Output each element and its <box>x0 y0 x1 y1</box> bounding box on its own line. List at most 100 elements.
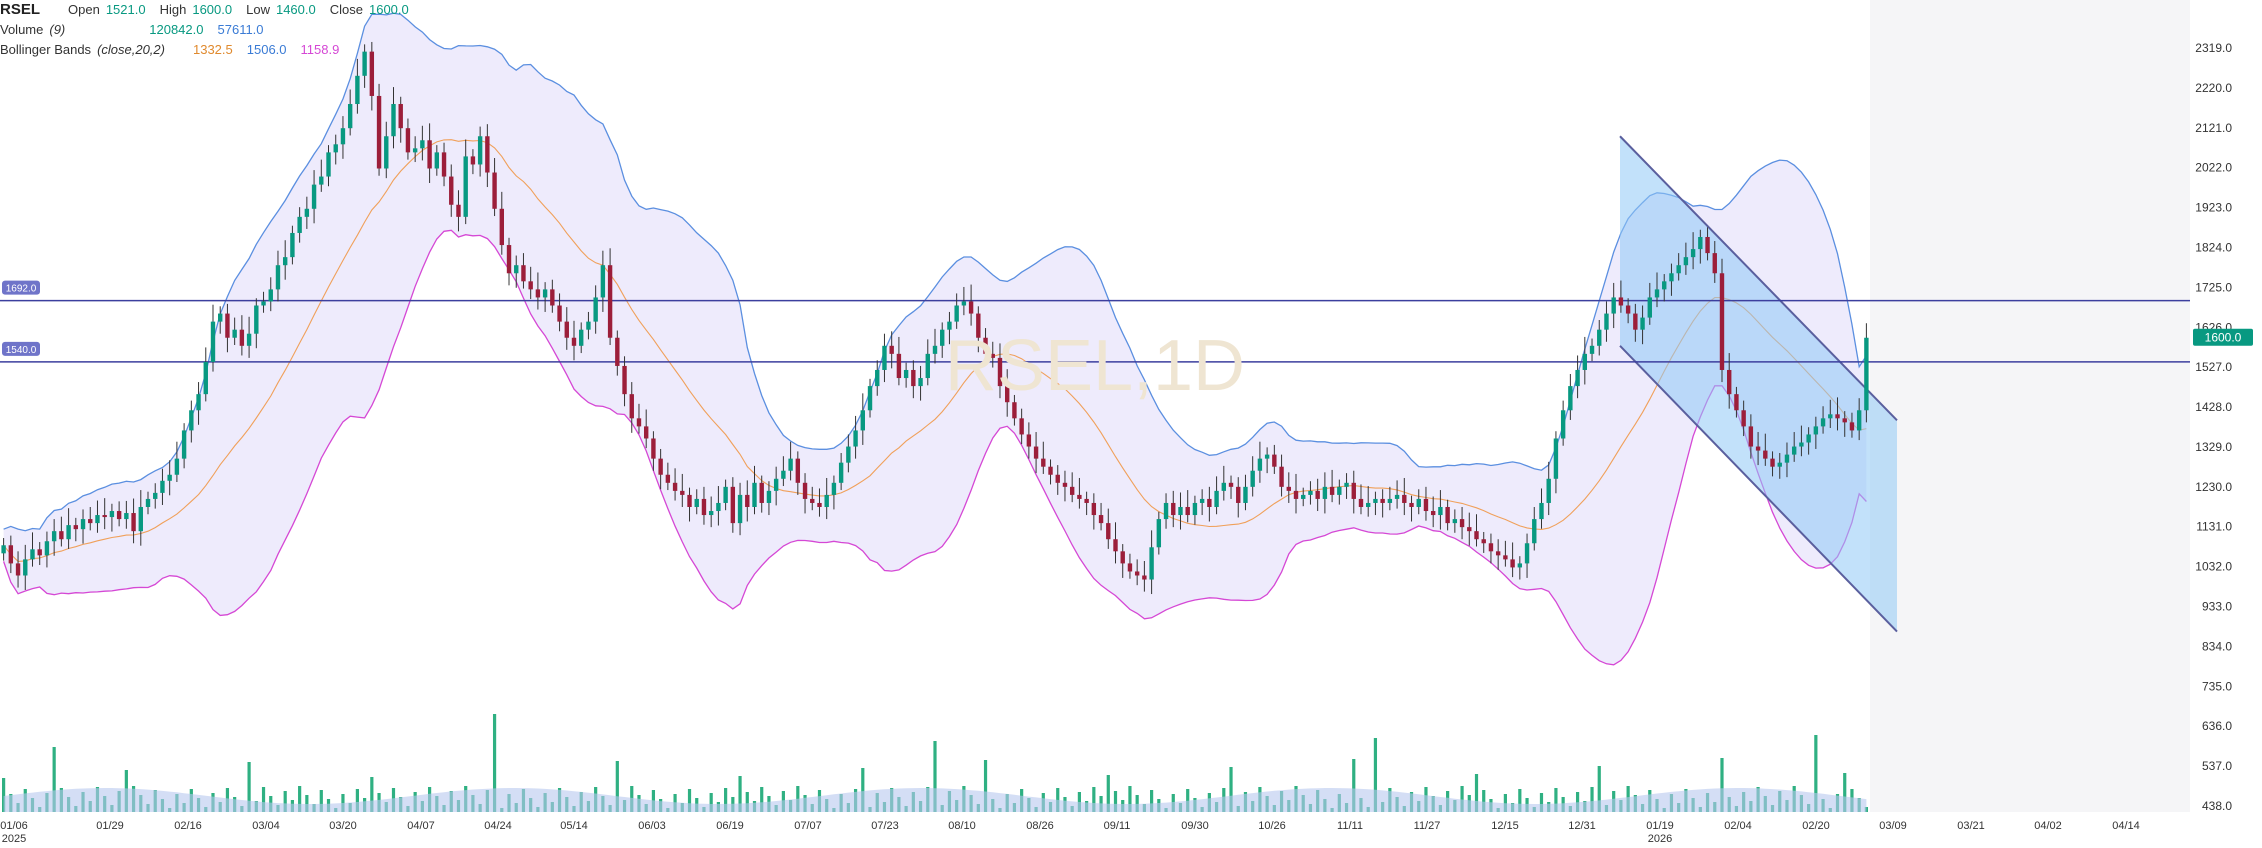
candle-body[interactable] <box>521 265 526 282</box>
candle-body[interactable] <box>1091 502 1097 516</box>
candle-body[interactable] <box>1763 450 1768 459</box>
candle-body[interactable] <box>1113 539 1118 552</box>
candle-body[interactable] <box>153 492 158 499</box>
candle-body[interactable] <box>1568 386 1573 411</box>
candle-body[interactable] <box>1 545 6 554</box>
channel-lower-line[interactable] <box>1619 345 1898 633</box>
candle-body[interactable] <box>1430 511 1436 516</box>
channel-upper-line[interactable] <box>1619 135 1898 422</box>
candle-body[interactable] <box>1308 490 1313 495</box>
candle-body[interactable] <box>449 176 454 205</box>
candle-body[interactable] <box>1337 486 1342 495</box>
candle-body[interactable] <box>1683 257 1689 266</box>
candle-body[interactable] <box>1445 506 1450 524</box>
candle-body[interactable] <box>1366 502 1371 507</box>
candle-body[interactable] <box>831 482 837 495</box>
candle-body[interactable] <box>1286 486 1291 491</box>
candle-body[interactable] <box>1828 414 1833 419</box>
candle-body[interactable] <box>983 337 988 354</box>
candle-body[interactable] <box>391 104 396 137</box>
candle-body[interactable] <box>506 245 512 274</box>
candle-body[interactable] <box>37 549 42 556</box>
candle-body[interactable] <box>30 549 35 560</box>
candle-body[interactable] <box>976 313 981 338</box>
candle-body[interactable] <box>420 140 425 149</box>
candle-body[interactable] <box>1142 575 1147 580</box>
candle-body[interactable] <box>1676 265 1681 274</box>
candle-body[interactable] <box>1835 414 1840 419</box>
candle-body[interactable] <box>210 321 216 362</box>
candle-body[interactable] <box>463 156 468 217</box>
candle-body[interactable] <box>1409 502 1414 507</box>
candle-body[interactable] <box>477 136 483 165</box>
candle-body[interactable] <box>1380 498 1385 503</box>
candle-body[interactable] <box>1791 446 1797 455</box>
candle-body[interactable] <box>1625 305 1631 314</box>
candle-body[interactable] <box>1597 329 1602 346</box>
candle-body[interactable] <box>1438 506 1443 516</box>
candle-body[interactable] <box>1654 289 1660 298</box>
candle-body[interactable] <box>1741 410 1746 427</box>
candle-body[interactable] <box>1134 571 1140 576</box>
candle-body[interactable] <box>398 104 403 129</box>
candle-body[interactable] <box>1510 559 1515 568</box>
candle-body[interactable] <box>232 329 237 338</box>
candle-body[interactable] <box>557 305 562 322</box>
candle-body[interactable] <box>932 345 938 354</box>
candle-body[interactable] <box>499 208 504 246</box>
candle-body[interactable] <box>1481 539 1486 544</box>
candle-body[interactable] <box>1727 369 1732 395</box>
candle-body[interactable] <box>174 458 180 475</box>
candle-body[interactable] <box>564 321 569 338</box>
candle-body[interactable] <box>95 515 100 524</box>
candle-body[interactable] <box>1106 523 1111 540</box>
candle-body[interactable] <box>781 470 786 479</box>
candle-body[interactable] <box>1488 543 1494 552</box>
candle-body[interactable] <box>997 357 1003 387</box>
candle-body[interactable] <box>1005 386 1010 403</box>
candle-body[interactable] <box>708 511 714 516</box>
candle-body[interactable] <box>643 426 649 439</box>
candle-body[interactable] <box>181 430 187 459</box>
candle-body[interactable] <box>282 257 288 266</box>
candle-body[interactable] <box>138 506 143 532</box>
candle-body[interactable] <box>1770 458 1775 467</box>
candle-body[interactable] <box>160 480 165 493</box>
candle-body[interactable] <box>615 337 620 366</box>
candle-body[interactable] <box>1640 317 1645 330</box>
candle-body[interactable] <box>1474 531 1479 540</box>
candle-body[interactable] <box>607 265 613 338</box>
candle-body[interactable] <box>701 498 707 516</box>
candle-body[interactable] <box>737 494 743 524</box>
candle-body[interactable] <box>1806 434 1811 443</box>
candle-body[interactable] <box>8 545 14 564</box>
candle-body[interactable] <box>1257 458 1263 471</box>
candle-body[interactable] <box>1539 502 1544 520</box>
candle-body[interactable] <box>846 446 851 463</box>
candle-body[interactable] <box>1149 547 1154 580</box>
candle-body[interactable] <box>441 152 447 177</box>
candle-body[interactable] <box>1712 253 1717 274</box>
candle-body[interactable] <box>810 498 815 503</box>
candle-body[interactable] <box>1171 502 1176 516</box>
candle-body[interactable] <box>44 541 50 556</box>
candle-body[interactable] <box>1416 498 1421 507</box>
candle-body[interactable] <box>1690 249 1696 258</box>
candle-body[interactable] <box>1394 494 1400 499</box>
candle-body[interactable] <box>246 333 252 346</box>
candle-body[interactable] <box>1062 482 1068 487</box>
candle-body[interactable] <box>23 559 28 576</box>
candle-body[interactable] <box>723 486 728 503</box>
candle-body[interactable] <box>1344 482 1349 487</box>
candle-body[interactable] <box>838 462 844 483</box>
candle-body[interactable] <box>1647 297 1652 318</box>
candle-body[interactable] <box>1842 418 1847 423</box>
candle-body[interactable] <box>116 511 122 520</box>
candle-body[interactable] <box>1315 490 1320 499</box>
candle-body[interactable] <box>326 152 331 177</box>
candle-body[interactable] <box>254 305 259 334</box>
candle-body[interactable] <box>1199 498 1205 503</box>
candle-body[interactable] <box>1221 482 1227 491</box>
candle-body[interactable] <box>896 353 902 379</box>
